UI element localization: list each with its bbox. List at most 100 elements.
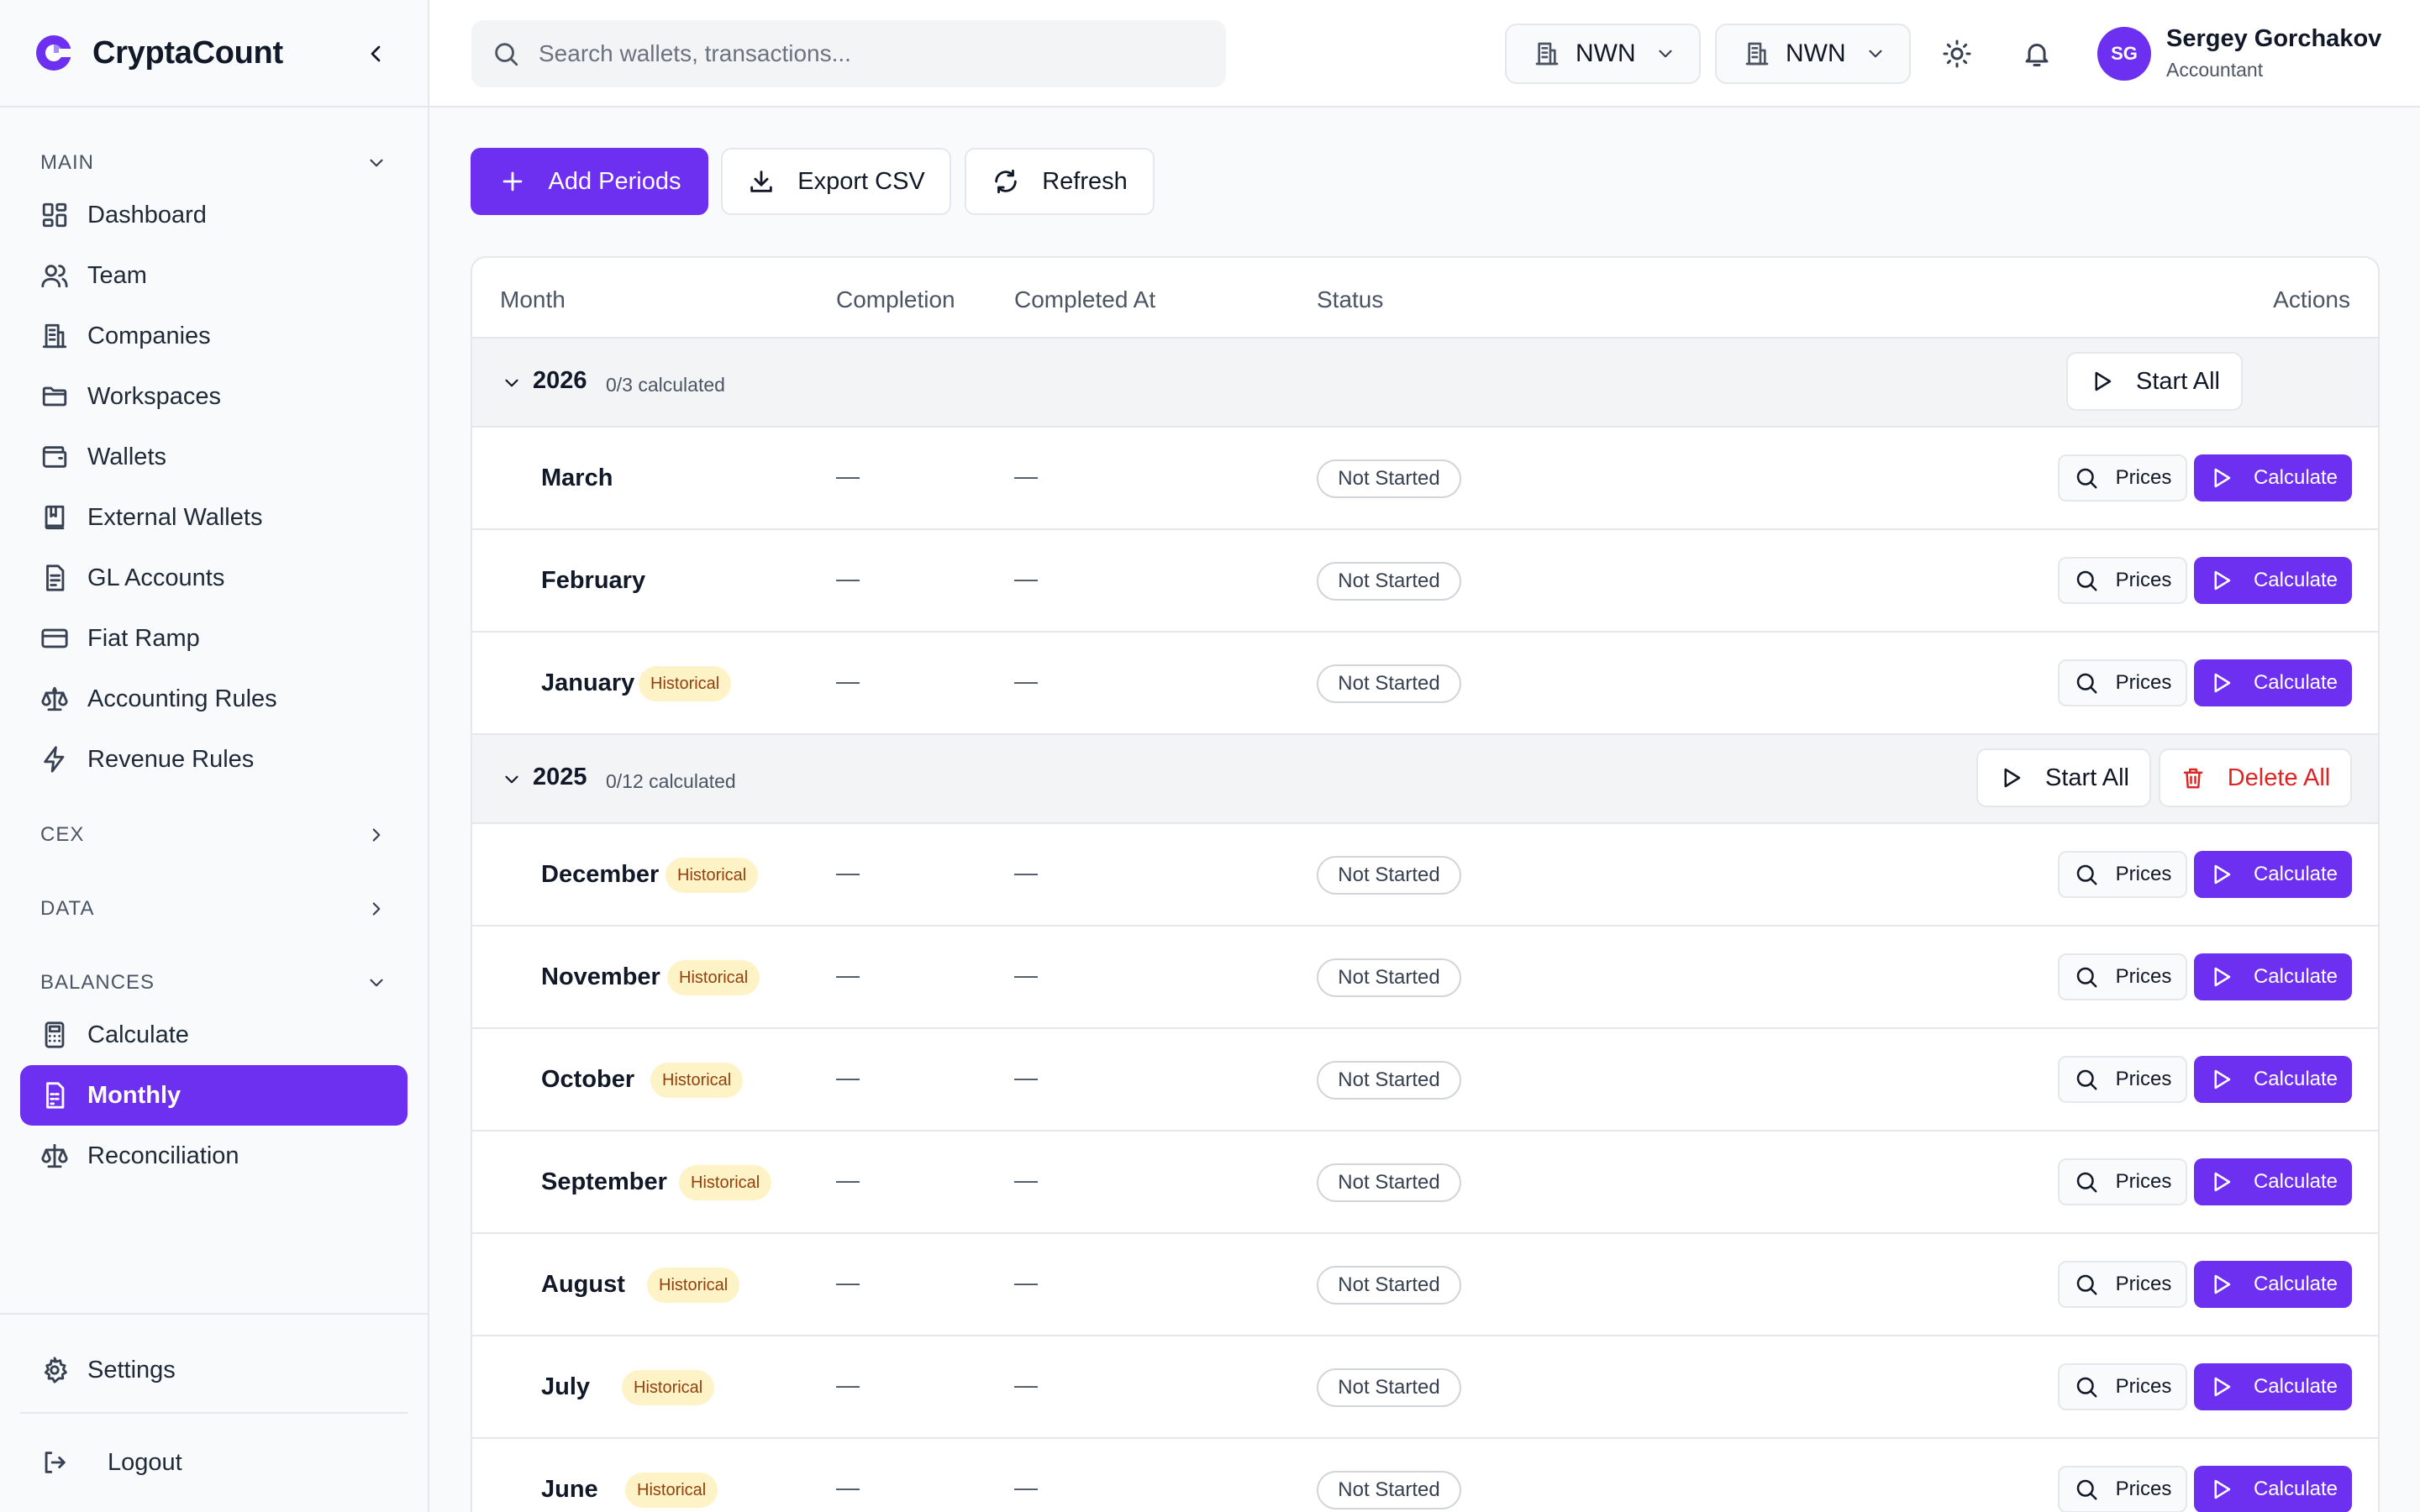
sidebar-item-companies[interactable]: Companies (20, 306, 408, 366)
company-selector[interactable]: NWN (1505, 24, 1701, 84)
prices-button[interactable]: Prices (2058, 454, 2187, 501)
book-icon (40, 503, 69, 532)
sidebar-item-settings[interactable]: Settings (20, 1340, 408, 1400)
section-cex-label: CEX (40, 823, 85, 846)
collapse-sidebar-icon[interactable] (362, 40, 389, 67)
start-all-label: Start All (2136, 367, 2220, 395)
prices-button[interactable]: Prices (2058, 1466, 2187, 1512)
top-bar: NWN NWN SG Sergey Gorchakov Accountant (429, 0, 2420, 108)
sidebar-item-fiat-ramp[interactable]: Fiat Ramp (20, 608, 408, 669)
calculate-button[interactable]: Calculate (2194, 851, 2352, 898)
calculate-button[interactable]: Calculate (2194, 953, 2352, 1000)
start-all-button[interactable]: Start All (1976, 748, 2151, 807)
sidebar-item-wallets[interactable]: Wallets (20, 427, 408, 487)
chevron-down-icon[interactable] (501, 372, 523, 394)
search-input[interactable] (539, 40, 1194, 67)
sidebar-item-monthly[interactable]: Monthly (20, 1065, 408, 1126)
prices-button[interactable]: Prices (2058, 659, 2187, 706)
calculate-button[interactable]: Calculate (2194, 1158, 2352, 1205)
sidebar-item-accounting-rules[interactable]: Accounting Rules (20, 669, 408, 729)
start-all-button[interactable]: Start All (2066, 352, 2243, 411)
sidebar-item-label: Revenue Rules (87, 745, 255, 773)
calculate-button[interactable]: Calculate (2194, 1363, 2352, 1410)
chevron-down-icon (366, 152, 387, 174)
sidebar-item-calculate[interactable]: Calculate (20, 1005, 408, 1065)
completion-value: — (836, 565, 860, 591)
calculate-button[interactable]: Calculate (2194, 659, 2352, 706)
table-row: February — — Not Started Prices Calculate (472, 530, 2378, 633)
export-csv-button[interactable]: Export CSV (721, 148, 951, 215)
section-data-header[interactable]: DATA (0, 887, 428, 931)
table-row: June Historical — — Not Started Prices Calcula… (472, 1439, 2378, 1512)
prices-label: Prices (2115, 569, 2172, 591)
sun-icon[interactable] (1942, 39, 1972, 69)
prices-button[interactable]: Prices (2058, 1056, 2187, 1103)
prices-label: Prices (2115, 1375, 2172, 1398)
sidebar-item-dashboard[interactable]: Dashboard (20, 185, 408, 245)
section-cex-header[interactable]: CEX (0, 813, 428, 857)
search-icon (2074, 1067, 2099, 1092)
calculate-label: Calculate (2253, 671, 2338, 694)
delete-all-label: Delete All (2227, 764, 2331, 791)
completed-at-value: — (1014, 1269, 1038, 1295)
calculate-button[interactable]: Calculate (2194, 1466, 2352, 1512)
historical-badge: Historical (650, 1063, 744, 1098)
month-name: January (541, 669, 635, 696)
status-badge: Not Started (1317, 1061, 1461, 1100)
calculate-label: Calculate (2253, 1273, 2338, 1295)
export-csv-label: Export CSV (797, 167, 925, 195)
chevron-down-icon[interactable] (501, 769, 523, 790)
completed-at-value: — (1014, 668, 1038, 694)
chevron-down-icon (1655, 43, 1676, 65)
avatar[interactable]: SG (2097, 27, 2151, 81)
footer-divider (20, 1412, 408, 1414)
completion-value: — (836, 463, 860, 489)
start-all-label: Start All (2045, 764, 2129, 791)
year-group-row: 2025 0/12 calculated Start All Delete All (472, 735, 2378, 824)
sidebar-item-label: Settings (87, 1356, 176, 1383)
status-badge: Not Started (1317, 1163, 1461, 1202)
prices-button[interactable]: Prices (2058, 953, 2187, 1000)
sidebar-item-revenue-rules[interactable]: Revenue Rules (20, 729, 408, 790)
section-data-label: DATA (40, 897, 95, 920)
section-main-label: MAIN (40, 151, 94, 174)
prices-button[interactable]: Prices (2058, 1363, 2187, 1410)
status-badge: Not Started (1317, 562, 1461, 601)
table-row: September Historical — — Not Started Prices Ca… (472, 1131, 2378, 1234)
user-role: Accountant (2166, 59, 2264, 81)
building-icon (40, 322, 69, 350)
add-periods-button[interactable]: Add Periods (471, 148, 708, 215)
prices-button[interactable]: Prices (2058, 1158, 2187, 1205)
bell-icon[interactable] (2022, 39, 2052, 69)
sidebar-item-reconciliation[interactable]: Reconciliation (20, 1126, 408, 1186)
calculate-button[interactable]: Calculate (2194, 454, 2352, 501)
sidebar-item-label: Workspaces (87, 382, 222, 410)
workspace-selector-value: NWN (1786, 39, 1846, 67)
sidebar-item-label: Companies (87, 322, 211, 349)
sidebar-item-label: GL Accounts (87, 564, 225, 591)
play-icon (2208, 1272, 2233, 1297)
section-balances-label: BALANCES (40, 971, 155, 994)
prices-button[interactable]: Prices (2058, 1261, 2187, 1308)
sidebar-item-gl-accounts[interactable]: GL Accounts (20, 548, 408, 608)
section-balances-header[interactable]: BALANCES (0, 961, 428, 1005)
refresh-icon (992, 167, 1020, 196)
search-box[interactable] (471, 20, 1226, 87)
delete-all-button[interactable]: Delete All (2159, 748, 2352, 807)
logout-button[interactable]: Logout (20, 1432, 408, 1493)
prices-button[interactable]: Prices (2058, 851, 2187, 898)
calculate-button[interactable]: Calculate (2194, 557, 2352, 604)
sidebar-nav: MAIN Dashboard Team Companies Workspaces… (0, 108, 428, 1186)
sidebar-item-workspaces[interactable]: Workspaces (20, 366, 408, 427)
sidebar-item-team[interactable]: Team (20, 245, 408, 306)
prices-button[interactable]: Prices (2058, 557, 2187, 604)
section-main-header[interactable]: MAIN (0, 141, 428, 185)
calculate-button[interactable]: Calculate (2194, 1261, 2352, 1308)
calculate-button[interactable]: Calculate (2194, 1056, 2352, 1103)
completion-value: — (836, 1474, 860, 1500)
workspace-selector[interactable]: NWN (1715, 24, 1911, 84)
sidebar-item-external-wallets[interactable]: External Wallets (20, 487, 408, 548)
completion-value: — (836, 1372, 860, 1398)
completion-value: — (836, 962, 860, 988)
refresh-button[interactable]: Refresh (965, 148, 1155, 215)
